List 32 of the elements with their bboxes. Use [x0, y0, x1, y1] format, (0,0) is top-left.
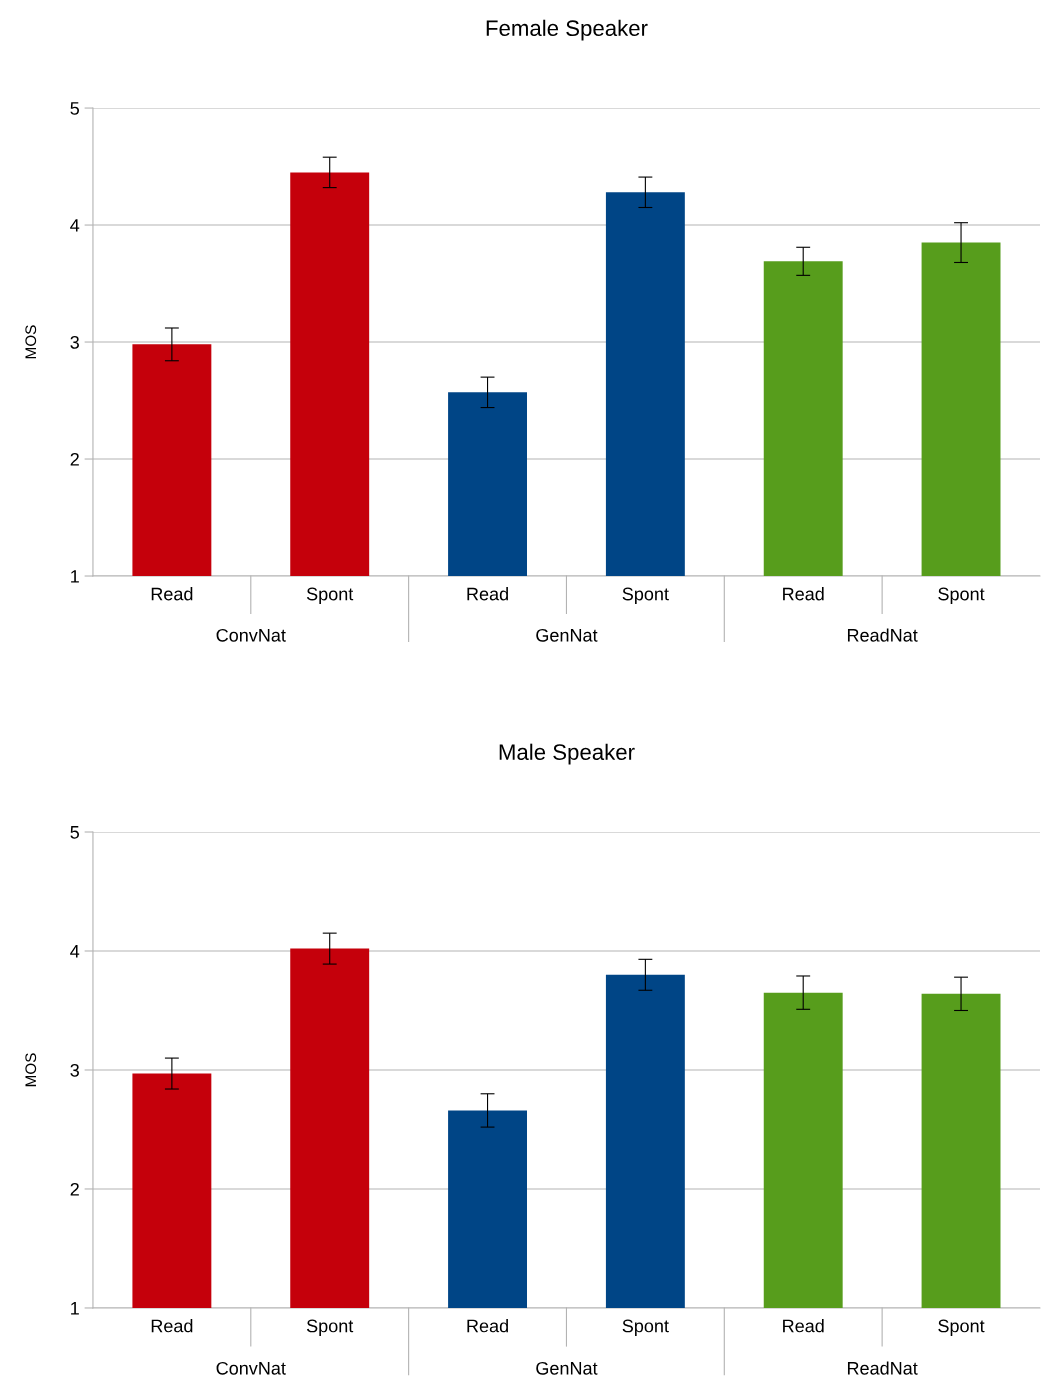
text: GenNat [536, 1361, 598, 1375]
y-tick-label: 5 [70, 102, 80, 115]
y-tick-label: 3 [70, 1063, 79, 1077]
x-tick-label: Spont [622, 1319, 669, 1336]
x-tick-label: Read [783, 587, 824, 601]
y-tick-label: 2 [70, 452, 79, 466]
x-tick-label: Spont [938, 587, 985, 604]
y-tick-label: 2 [70, 1182, 79, 1196]
text: GenNat [536, 628, 598, 642]
y-tick-label: 5 [70, 826, 80, 839]
x-tick-label: Spont [306, 1319, 354, 1336]
y-tick-label: 4 [70, 219, 80, 232]
x-tick-label: Spont [938, 1319, 985, 1336]
y-tick-label: 4 [70, 945, 80, 958]
x-tick-label: Read [783, 1319, 824, 1333]
text: ReadNat [847, 1361, 918, 1375]
text: ReadNat [847, 628, 918, 642]
y-tick-label: 1 [71, 570, 79, 583]
x-tick-label: Read [151, 1319, 193, 1333]
chart-title: Male Speaker [499, 743, 635, 765]
x-tick-label: Spont [622, 587, 669, 604]
x-tick-label: Read [467, 1319, 508, 1333]
text: ConvNat [216, 1361, 286, 1375]
y-tick-label: 1 [71, 1302, 79, 1315]
y-tick-label: 3 [70, 335, 79, 349]
x-tick-label: Read [467, 587, 508, 601]
x-tick-label: Read [151, 587, 193, 601]
y-axis-title: MOS [25, 1053, 37, 1087]
y-axis-title: MOS [25, 325, 37, 359]
x-tick-label: Spont [306, 587, 354, 604]
chart-title: Female Speaker [486, 19, 648, 41]
text: ConvNat [216, 628, 286, 642]
